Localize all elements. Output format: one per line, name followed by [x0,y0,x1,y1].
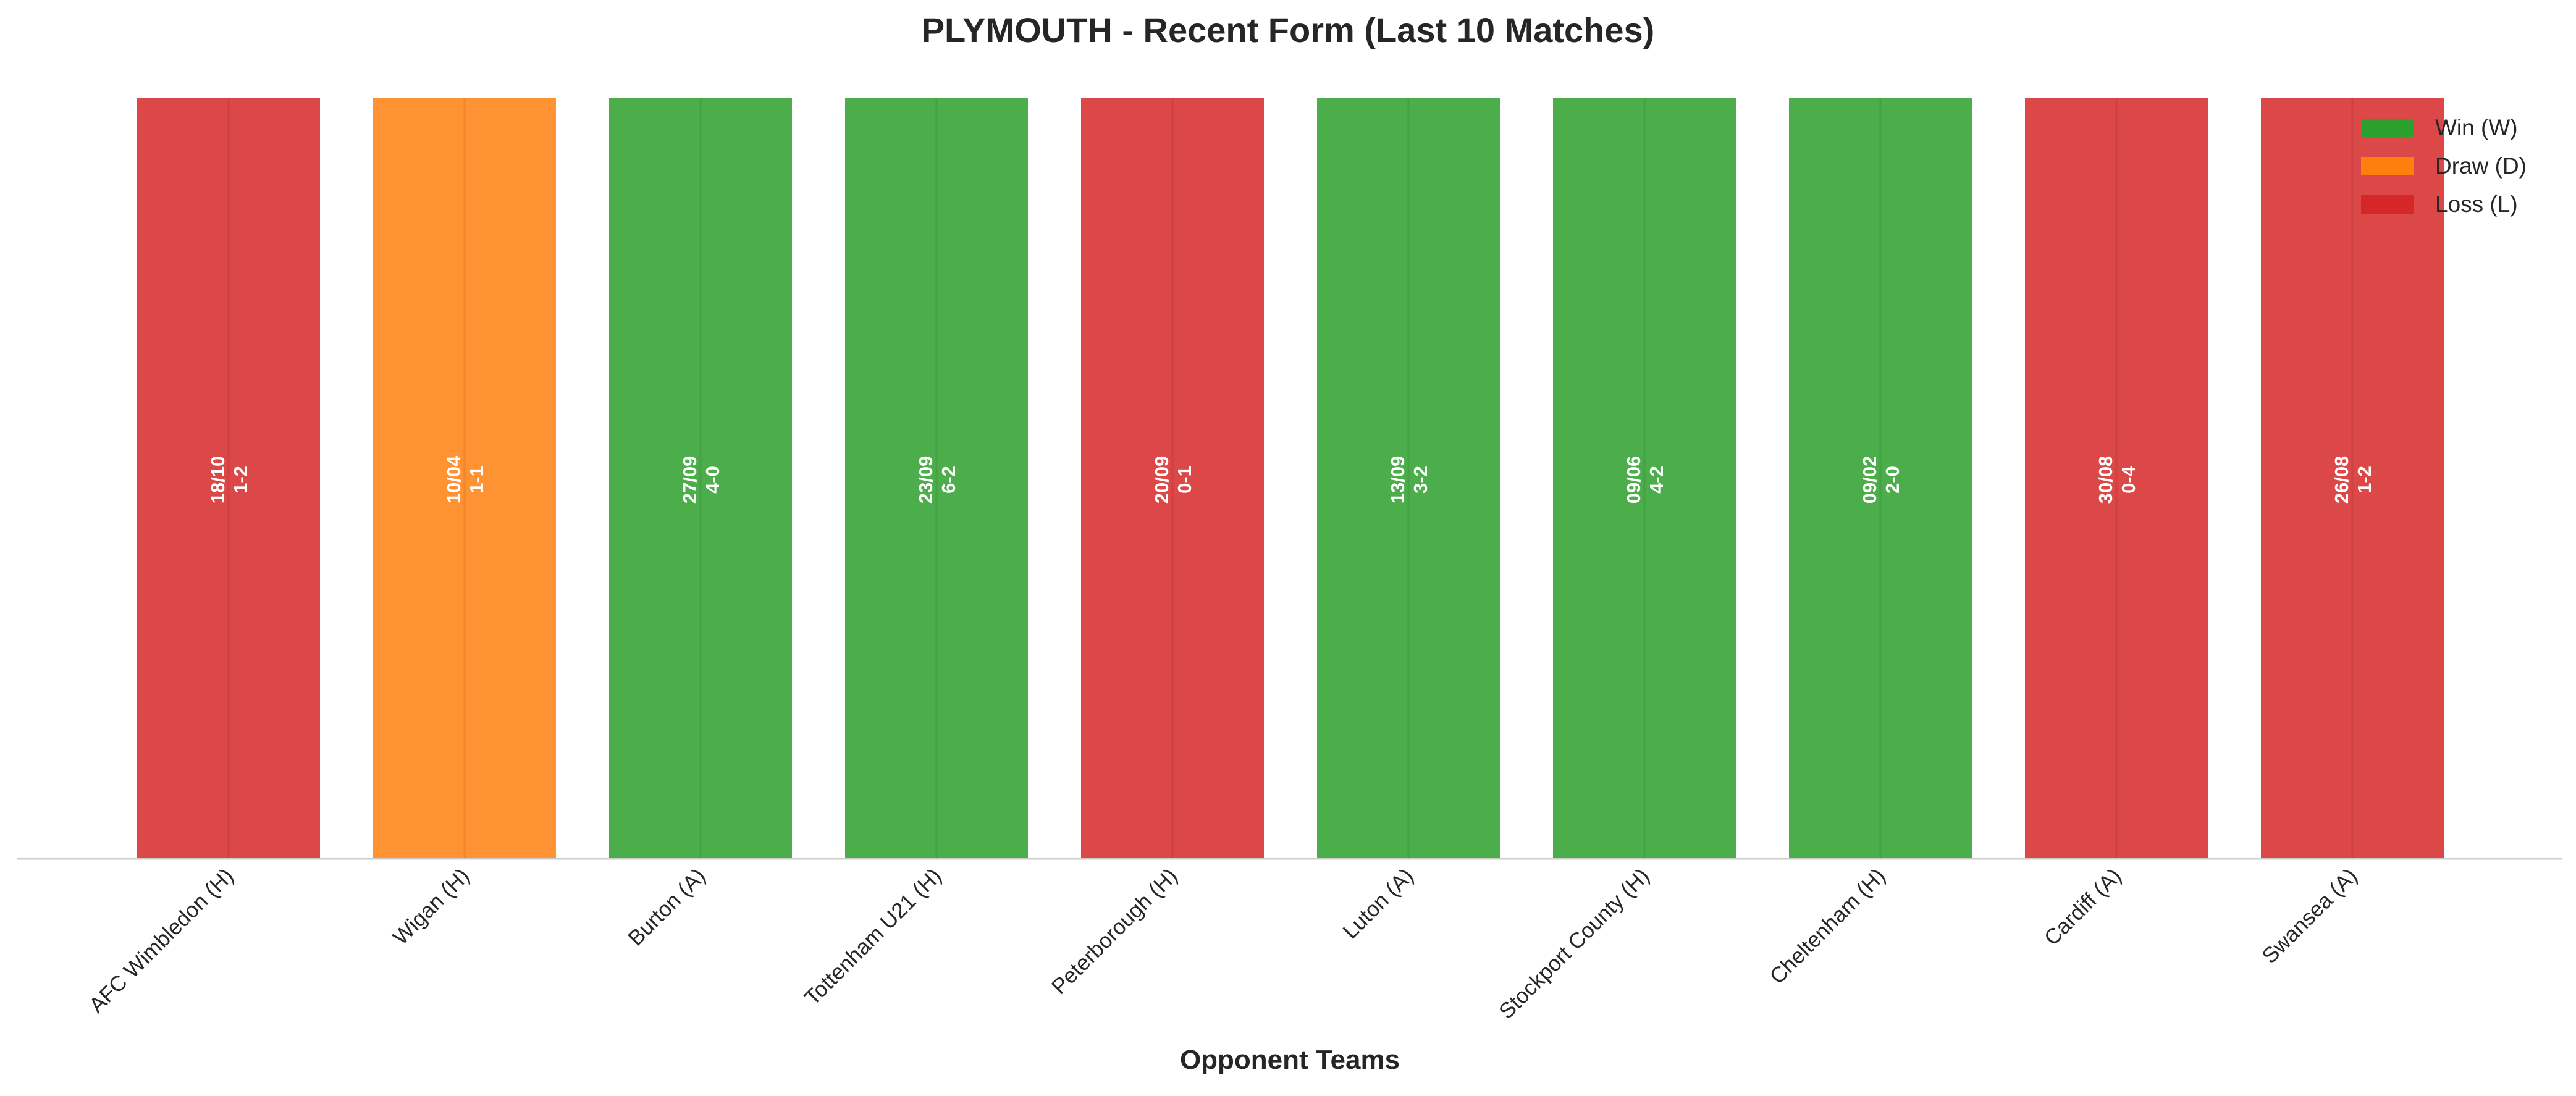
legend-label: Win (W) [2435,115,2518,140]
x-tick-label: Cheltenham (H) [1765,864,1890,989]
legend-swatch [2361,119,2414,137]
bar-label-score: 4-2 [1646,466,1667,494]
bar-label-date: 26/08 [2331,456,2352,504]
bar-label-score: 4-0 [702,466,723,494]
bar-labels-layer: 18/101-2 10/041-1 27/094-0 23/096-2 20/090-1… [207,455,2375,504]
legend: Win (W) Draw (D) Loss (L) [2361,115,2527,217]
bar-label: 20/090-1 [1151,456,1195,504]
bar-label: 30/080-4 [2095,456,2139,504]
bar-label-score: 0-1 [1174,466,1195,494]
bar-label-score: 1-2 [2354,466,2375,494]
bar [1315,96,1502,860]
bar-label: 09/022-0 [1859,456,1903,504]
x-tick-labels: AFC Wimbledon (H) Wigan (H) Burton (A) Tott… [85,864,2362,1024]
bar-label: 10/041-1 [443,455,487,504]
x-tick-label: Cardiff (A) [2040,864,2126,950]
bar-label-date: 10/04 [443,455,465,504]
bar-label-score: 0-4 [2118,465,2139,494]
bar [1079,96,1266,860]
bar-label-score: 2-0 [1882,466,1903,494]
bar-label-date: 09/02 [1859,456,1880,504]
bar-label: 18/101-2 [207,456,251,504]
bar-label-date: 18/10 [207,456,229,504]
x-tick-label: AFC Wimbledon (H) [85,864,238,1018]
x-tick-label: Stockport County (H) [1494,864,1654,1024]
bar-label-score: 6-2 [938,466,959,494]
x-axis-label: Opponent Teams [1180,1045,1400,1075]
bar-label: 27/094-0 [679,456,723,504]
bar [371,96,558,860]
bar-label-date: 13/09 [1387,456,1408,504]
x-tick-label: Swansea (A) [2257,864,2362,968]
legend-swatch [2361,195,2414,214]
bar-label-score: 1-2 [230,466,251,494]
bar-label: 13/093-2 [1387,456,1431,504]
bar-label-date: 30/08 [2095,456,2116,504]
bar [1787,96,1974,860]
bar [135,96,322,860]
bar-label-date: 09/06 [1623,456,1644,504]
bars-layer [135,96,2446,860]
chart-title: PLYMOUTH - Recent Form (Last 10 Matches) [922,11,1655,49]
x-tick-label: Wigan (H) [389,864,474,950]
bar-label: 09/064-2 [1623,456,1667,504]
bar-label-score: 1-1 [466,466,487,494]
x-tick-label: Tottenham U21 (H) [800,864,946,1010]
bar-label: 23/096-2 [915,456,959,504]
legend-label: Loss (L) [2435,192,2518,217]
bar [843,96,1030,860]
bar-label-date: 20/09 [1151,456,1172,504]
bar [1551,96,1738,860]
bar-label-date: 27/09 [679,456,701,504]
bar [607,96,794,860]
legend-swatch [2361,157,2414,175]
bar-label: 26/081-2 [2331,456,2375,504]
legend-label: Draw (D) [2435,153,2527,179]
bar-label-date: 23/09 [915,456,937,504]
x-tick-label: Peterborough (H) [1047,864,1182,999]
x-tick-label: Burton (A) [623,864,710,950]
bar [2258,96,2446,860]
x-tick-label: Luton (A) [1338,864,1418,943]
bar-label-score: 3-2 [1410,466,1431,494]
